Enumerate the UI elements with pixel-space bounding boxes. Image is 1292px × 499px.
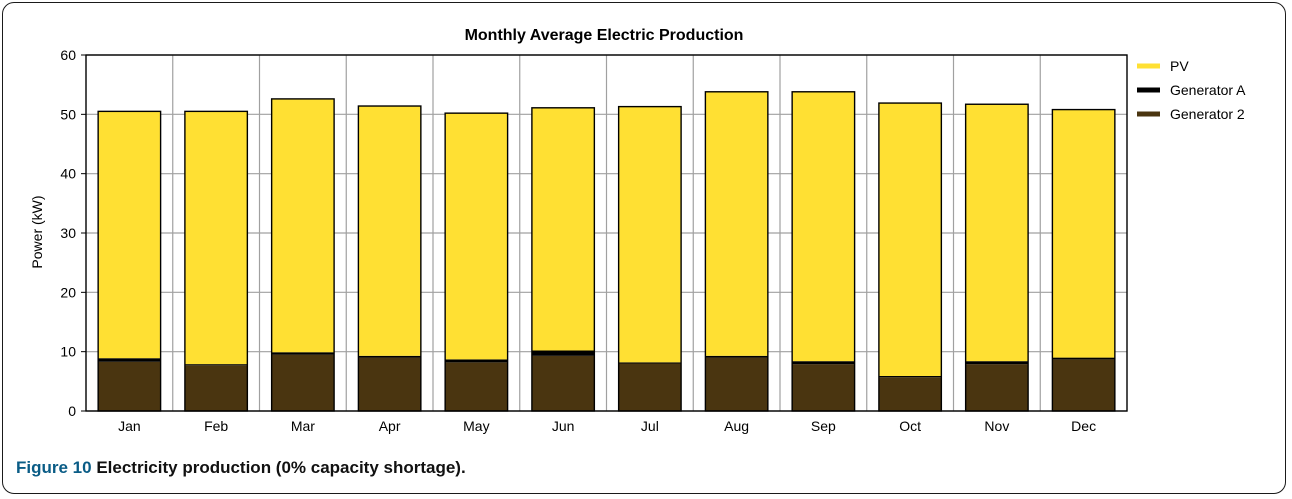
x-tick-label: May (463, 418, 489, 434)
bar-segment-pv (1052, 109, 1115, 358)
y-tick-label: 10 (60, 344, 76, 360)
bar-segment-generator-a (271, 352, 335, 355)
x-tick-label: Dec (1071, 418, 1096, 434)
figure-caption: Figure 10 Electricity production (0% cap… (16, 458, 466, 478)
bar-segment-pv (878, 103, 942, 376)
bar-segment-generator-a (184, 364, 248, 366)
bar-segment-pv (184, 111, 248, 365)
bar-segment-generator-2 (792, 364, 855, 411)
bar-segment-generator-2 (358, 357, 421, 411)
bar-segment-pv (618, 106, 682, 363)
x-tick-label: Nov (984, 418, 1009, 434)
y-axis-label: Power (kW) (29, 195, 45, 268)
bars (97, 91, 1116, 412)
bar-segment-generator-2 (705, 357, 768, 411)
bar-segment-pv (531, 107, 595, 351)
bar-segment-generator-a (792, 361, 855, 365)
chart-title: Monthly Average Electric Production (465, 27, 744, 44)
x-tick-label: Jun (552, 418, 575, 434)
legend-label: Generator 2 (1170, 106, 1245, 122)
bar-segment-pv (792, 91, 855, 362)
tick-labels: 0 10 20 30 40 50 60 Jan Feb Mar Apr May Jun Jul Aug Sep… (60, 47, 1096, 434)
bar-segment-generator-a (965, 361, 1029, 365)
x-tick-label: Sep (811, 418, 836, 434)
y-tick-label: 0 (68, 403, 76, 419)
x-tick-label: Jan (118, 418, 141, 434)
bar-segment-generator-a (445, 359, 508, 363)
figure-label: Figure 10 (16, 458, 92, 477)
x-tick-label: Mar (291, 418, 315, 434)
bar-segment-generator-2 (965, 364, 1029, 411)
bar-segment-generator-a (618, 362, 682, 364)
bar-segment-generator-2 (445, 362, 508, 411)
bar-segment-generator-2 (271, 354, 335, 411)
plot-border (85, 54, 1128, 412)
y-tick-label: 30 (60, 225, 76, 241)
x-tick-label: Apr (379, 418, 401, 434)
bar-segment-pv (705, 91, 768, 356)
legend-label: Generator A (1170, 82, 1246, 98)
y-tick-label: 60 (60, 47, 76, 63)
y-tick-label: 50 (60, 106, 76, 122)
bar-segment-generator-2 (184, 365, 248, 411)
x-tick-label: Aug (724, 418, 749, 434)
bar-segment-generator-a (878, 375, 942, 378)
bar-segment-pv (965, 104, 1029, 362)
bar-segment-generator-2 (878, 377, 942, 411)
legend: PV Generator A Generator 2 (1137, 58, 1246, 122)
bar-segment-generator-a (98, 358, 161, 362)
bar-segment-generator-2 (1052, 359, 1115, 411)
bar-segment-generator-a (1052, 357, 1115, 360)
bar-segment-pv (358, 106, 421, 356)
bar-segment-pv (271, 98, 335, 353)
x-tick-label: Oct (899, 418, 921, 434)
bar-segment-generator-2 (531, 355, 595, 411)
bar-segment-generator-a (531, 350, 595, 356)
y-tick-label: 20 (60, 284, 76, 300)
legend-label: PV (1170, 58, 1189, 74)
bar-segment-generator-2 (98, 361, 161, 411)
x-tick-label: Jul (641, 418, 659, 434)
y-tick-label: 40 (60, 166, 76, 182)
bar-segment-generator-a (705, 355, 768, 358)
bar-segment-pv (445, 113, 508, 360)
x-tick-label: Feb (204, 418, 228, 434)
axes (81, 54, 1128, 412)
bar-segment-generator-2 (618, 363, 682, 411)
bar-segment-generator-a (358, 355, 421, 358)
caption-text: Electricity production (0% capacity shor… (96, 458, 466, 477)
bar-segment-pv (98, 111, 161, 359)
